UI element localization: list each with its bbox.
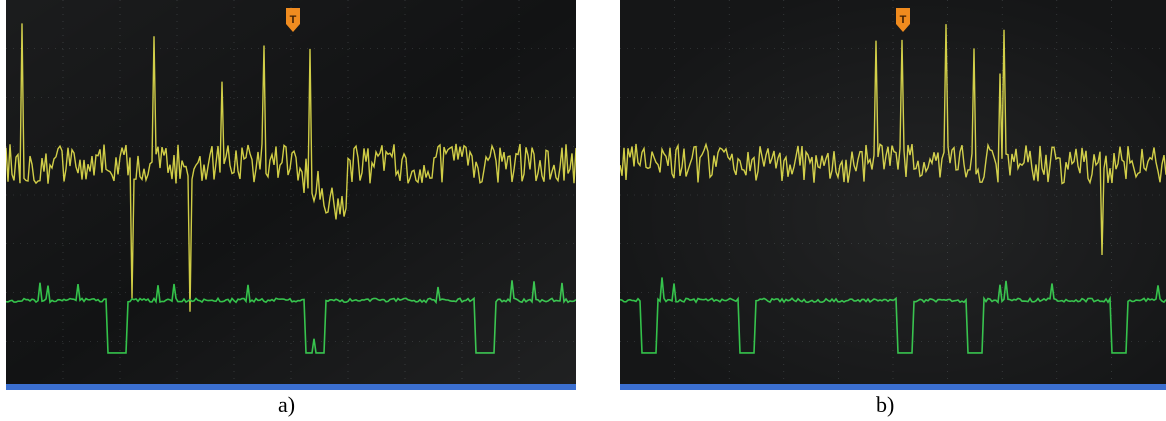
panel-caption-b: b) [876,392,895,417]
oscilloscope-screen-a: T [6,0,576,390]
panel-caption-a: a) [278,392,296,417]
oscilloscope-photo-b: T [620,0,1166,390]
screen-glare [6,0,576,390]
screen-bezel-edge [6,384,576,390]
screen-glare [620,0,1166,390]
oscilloscope-photo-a: T [6,0,576,390]
screen-bezel-edge [620,384,1166,390]
oscilloscope-screen-b: T [620,0,1166,390]
